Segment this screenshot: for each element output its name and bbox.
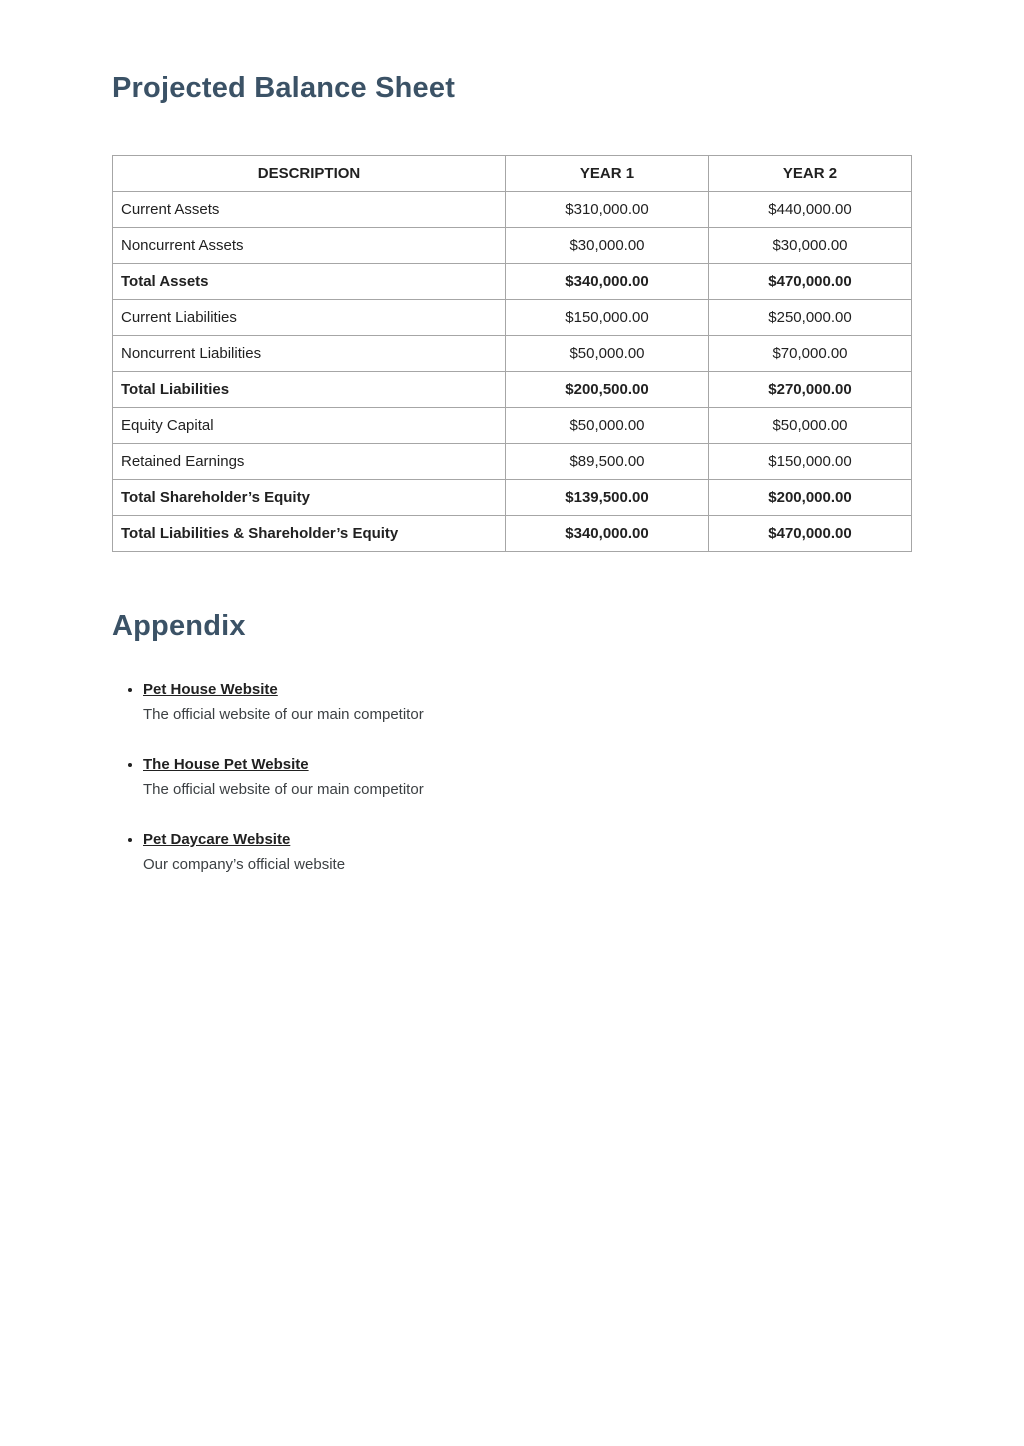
row-year2-value: $200,000.00 — [708, 479, 912, 516]
table-row-retained-earnings: Retained Earnings $89,500.00 $150,000.00 — [112, 443, 912, 480]
balance-sheet-table: DESCRIPTION YEAR 1 YEAR 2 Current Assets… — [112, 155, 912, 552]
row-label: Equity Capital — [112, 407, 506, 444]
list-item-pet-daycare: Pet Daycare Website Our company’s offici… — [143, 827, 911, 877]
page-title: Projected Balance Sheet — [112, 72, 456, 104]
table-row-total-shareholders-equity: Total Shareholder’s Equity $139,500.00 $… — [112, 479, 912, 516]
row-label: Current Liabilities — [112, 299, 506, 336]
appendix-item-description: The official website of our main competi… — [143, 781, 424, 798]
row-year1-value: $340,000.00 — [505, 263, 709, 300]
row-label: Total Liabilities — [112, 371, 506, 408]
list-item-house-pet: The House Pet Website The official websi… — [143, 752, 911, 802]
row-year2-value: $470,000.00 — [708, 515, 912, 552]
table-row-noncurrent-assets: Noncurrent Assets $30,000.00 $30,000.00 — [112, 227, 912, 264]
row-year2-value: $150,000.00 — [708, 443, 912, 480]
row-year1-value: $150,000.00 — [505, 299, 709, 336]
row-year2-value: $470,000.00 — [708, 263, 912, 300]
table-header-year1: YEAR 1 — [505, 155, 709, 192]
row-label: Retained Earnings — [112, 443, 506, 480]
appendix-title: Appendix — [112, 610, 246, 642]
row-year2-value: $50,000.00 — [708, 407, 912, 444]
row-year1-value: $139,500.00 — [505, 479, 709, 516]
row-year2-value: $70,000.00 — [708, 335, 912, 372]
table-row-equity-capital: Equity Capital $50,000.00 $50,000.00 — [112, 407, 912, 444]
row-year1-value: $310,000.00 — [505, 191, 709, 228]
list-item-pet-house: Pet House Website The official website o… — [143, 677, 911, 727]
appendix-link-pet-house-website[interactable]: Pet House Website — [143, 681, 278, 698]
table-header-description: DESCRIPTION — [112, 155, 506, 192]
appendix-item-description: The official website of our main competi… — [143, 706, 424, 723]
table-row-current-liabilities: Current Liabilities $150,000.00 $250,000… — [112, 299, 912, 336]
row-label: Noncurrent Liabilities — [112, 335, 506, 372]
row-label: Noncurrent Assets — [112, 227, 506, 264]
row-label: Total Liabilities & Shareholder’s Equity — [112, 515, 506, 552]
table-row-current-assets: Current Assets $310,000.00 $440,000.00 — [112, 191, 912, 228]
row-year2-value: $250,000.00 — [708, 299, 912, 336]
row-year1-value: $340,000.00 — [505, 515, 709, 552]
appendix-link-house-pet-website[interactable]: The House Pet Website — [143, 756, 309, 773]
appendix-link-pet-daycare-website[interactable]: Pet Daycare Website — [143, 831, 291, 848]
row-label: Current Assets — [112, 191, 506, 228]
row-label: Total Shareholder’s Equity — [112, 479, 506, 516]
table-row-total-liabilities: Total Liabilities $200,500.00 $270,000.0… — [112, 371, 912, 408]
table-row-total-assets: Total Assets $340,000.00 $470,000.00 — [112, 263, 912, 300]
table-row-total-liabilities-and-equity: Total Liabilities & Shareholder’s Equity… — [112, 515, 912, 552]
table-header-year2: YEAR 2 — [708, 155, 912, 192]
row-year1-value: $50,000.00 — [505, 335, 709, 372]
row-label: Total Assets — [112, 263, 506, 300]
appendix-item-description: Our company’s official website — [143, 856, 346, 873]
row-year1-value: $30,000.00 — [505, 227, 709, 264]
row-year1-value: $200,500.00 — [505, 371, 709, 408]
table-row-noncurrent-liabilities: Noncurrent Liabilities $50,000.00 $70,00… — [112, 335, 912, 372]
row-year2-value: $440,000.00 — [708, 191, 912, 228]
row-year1-value: $50,000.00 — [505, 407, 709, 444]
row-year2-value: $30,000.00 — [708, 227, 912, 264]
row-year1-value: $89,500.00 — [505, 443, 709, 480]
appendix-list: Pet House Website The official website o… — [112, 677, 911, 877]
table-header-row: DESCRIPTION YEAR 1 YEAR 2 — [112, 155, 912, 192]
row-year2-value: $270,000.00 — [708, 371, 912, 408]
